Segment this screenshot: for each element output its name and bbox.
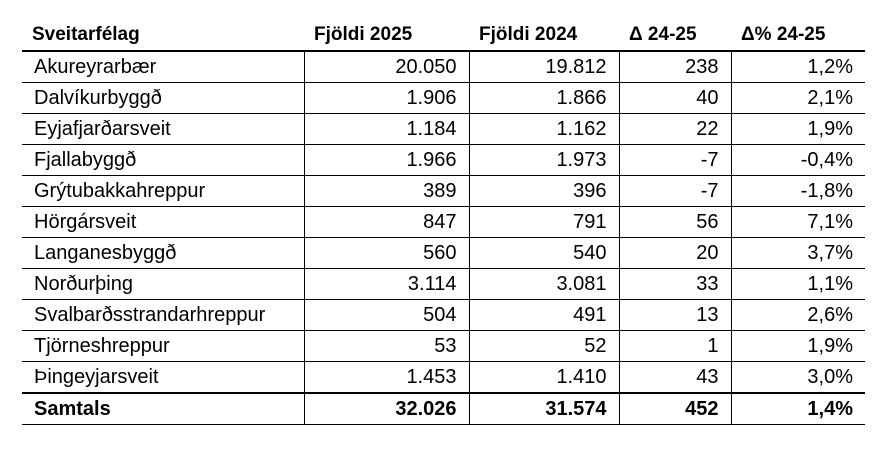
table-row: Eyjafjarðarsveit 1.184 1.162 22 1,9% <box>22 113 865 145</box>
cell-count-2025: 1.453 <box>303 361 470 394</box>
cell-change-percent: 7,1% <box>730 206 865 238</box>
cell-municipality: Tjörneshreppur <box>22 330 305 362</box>
cell-change: 13 <box>618 299 732 331</box>
cell-change: -7 <box>618 144 732 176</box>
cell-count-2024: 396 <box>468 175 620 207</box>
cell-municipality: Dalvíkurbyggð <box>22 82 305 114</box>
cell-count-2024: 3.081 <box>468 268 620 300</box>
table-row: Tjörneshreppur 53 52 1 1,9% <box>22 330 865 362</box>
table-row: Svalbarðsstrandarhreppur 504 491 13 2,6% <box>22 299 865 331</box>
header-change: Δ 24-25 <box>619 20 731 52</box>
table-row: Hörgársveit 847 791 56 7,1% <box>22 206 865 238</box>
header-row: Sveitarfélag Fjöldi 2025 Fjöldi 2024 Δ 2… <box>22 20 865 52</box>
cell-count-2025: 504 <box>303 299 470 331</box>
cell-count-2025: 20.050 <box>303 51 470 83</box>
total-count-2025: 32.026 <box>303 392 470 425</box>
cell-municipality: Langanesbyggð <box>22 237 305 269</box>
municipality-population-table: Sveitarfélag Fjöldi 2025 Fjöldi 2024 Δ 2… <box>22 20 865 425</box>
header-municipality: Sveitarfélag <box>22 20 304 52</box>
cell-count-2025: 1.906 <box>303 82 470 114</box>
total-change-percent: 1,4% <box>730 392 865 425</box>
cell-count-2025: 3.114 <box>303 268 470 300</box>
table-row: Grýtubakkahreppur 389 396 -7 -1,8% <box>22 175 865 207</box>
table-row: Fjallabyggð 1.966 1.973 -7 -0,4% <box>22 144 865 176</box>
cell-municipality: Svalbarðsstrandarhreppur <box>22 299 305 331</box>
cell-change: 20 <box>618 237 732 269</box>
cell-count-2025: 1.184 <box>303 113 470 145</box>
cell-municipality: Hörgársveit <box>22 206 305 238</box>
cell-count-2024: 1.162 <box>468 113 620 145</box>
cell-count-2024: 491 <box>468 299 620 331</box>
table-row: Dalvíkurbyggð 1.906 1.866 40 2,1% <box>22 82 865 114</box>
cell-municipality: Norðurþing <box>22 268 305 300</box>
cell-change-percent: -0,4% <box>730 144 865 176</box>
cell-count-2024: 1.866 <box>468 82 620 114</box>
cell-count-2024: 791 <box>468 206 620 238</box>
cell-count-2024: 1.410 <box>468 361 620 394</box>
cell-change: 238 <box>618 51 732 83</box>
cell-change-percent: 1,9% <box>730 113 865 145</box>
table-row: Akureyrarbær 20.050 19.812 238 1,2% <box>22 51 865 83</box>
cell-count-2024: 540 <box>468 237 620 269</box>
cell-count-2025: 847 <box>303 206 470 238</box>
cell-change-percent: -1,8% <box>730 175 865 207</box>
cell-change: 56 <box>618 206 732 238</box>
cell-change-percent: 1,1% <box>730 268 865 300</box>
cell-change: 1 <box>618 330 732 362</box>
table-row: Þingeyjarsveit 1.453 1.410 43 3,0% <box>22 361 865 394</box>
cell-municipality: Akureyrarbær <box>22 51 305 83</box>
cell-change: 33 <box>618 268 732 300</box>
cell-municipality: Eyjafjarðarsveit <box>22 113 305 145</box>
cell-count-2025: 1.966 <box>303 144 470 176</box>
cell-count-2024: 19.812 <box>468 51 620 83</box>
total-change: 452 <box>618 392 732 425</box>
total-count-2024: 31.574 <box>468 392 620 425</box>
cell-change: 22 <box>618 113 732 145</box>
cell-change-percent: 3,0% <box>730 361 865 394</box>
cell-change-percent: 2,6% <box>730 299 865 331</box>
total-row: Samtals 32.026 31.574 452 1,4% <box>22 392 865 425</box>
cell-count-2025: 53 <box>303 330 470 362</box>
cell-count-2025: 389 <box>303 175 470 207</box>
cell-change: 40 <box>618 82 732 114</box>
cell-change-percent: 1,2% <box>730 51 865 83</box>
cell-change: -7 <box>618 175 732 207</box>
table-row: Norðurþing 3.114 3.081 33 1,1% <box>22 268 865 300</box>
cell-municipality: Grýtubakkahreppur <box>22 175 305 207</box>
cell-count-2024: 52 <box>468 330 620 362</box>
cell-change-percent: 1,9% <box>730 330 865 362</box>
cell-municipality: Fjallabyggð <box>22 144 305 176</box>
cell-count-2025: 560 <box>303 237 470 269</box>
header-count-2024: Fjöldi 2024 <box>469 20 619 52</box>
header-count-2025: Fjöldi 2025 <box>304 20 469 52</box>
cell-change-percent: 2,1% <box>730 82 865 114</box>
total-label: Samtals <box>22 392 305 425</box>
cell-change: 43 <box>618 361 732 394</box>
cell-municipality: Þingeyjarsveit <box>22 361 305 394</box>
header-change-percent: Δ% 24-25 <box>731 20 865 52</box>
cell-change-percent: 3,7% <box>730 237 865 269</box>
table-row: Langanesbyggð 560 540 20 3,7% <box>22 237 865 269</box>
cell-count-2024: 1.973 <box>468 144 620 176</box>
